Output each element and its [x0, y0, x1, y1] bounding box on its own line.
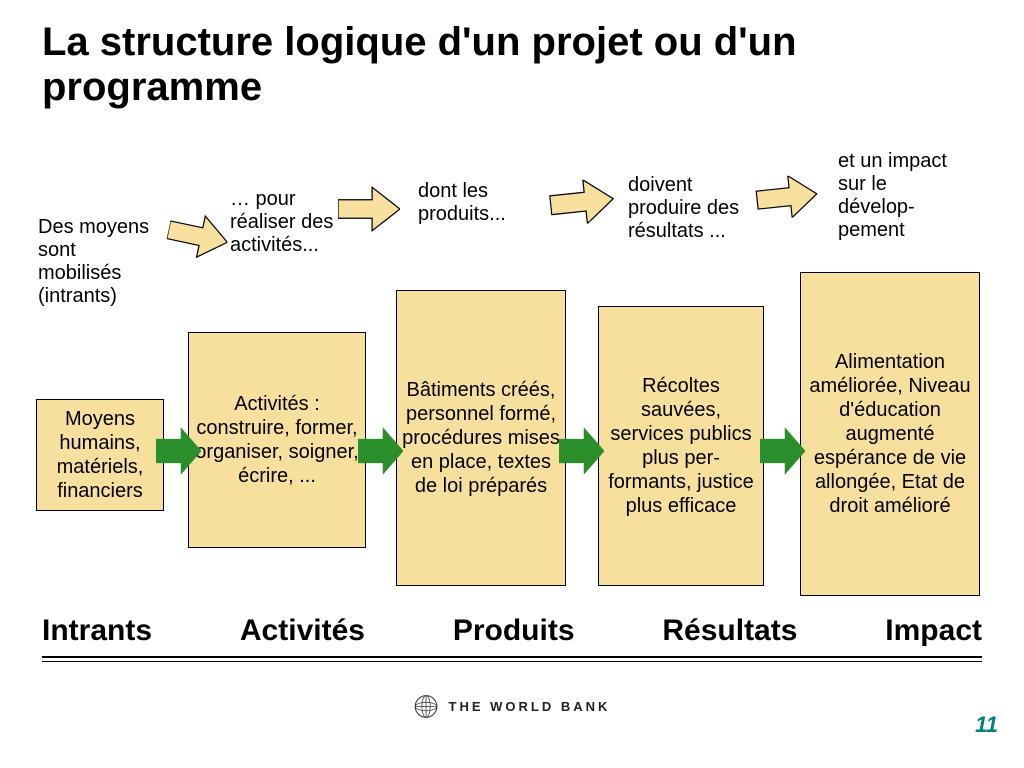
label-resultats: Résultats	[662, 614, 797, 648]
annotation-activites: … pour réaliser des activités...	[230, 188, 340, 257]
green-arrow-icon	[156, 426, 201, 476]
label-intrants: Intrants	[42, 614, 152, 648]
green-arrow-icon	[358, 426, 403, 476]
yellow-arrow-icon	[754, 173, 820, 221]
box-activites: Activités : construire, former, organise…	[188, 332, 366, 548]
box-produits: Bâtiments créés, personnel formé, procéd…	[396, 290, 566, 586]
footer-brand-text: THE WORLD BANK	[449, 699, 611, 714]
label-produits: Produits	[453, 614, 575, 648]
yellow-arrow-icon	[163, 202, 233, 269]
category-labels: Intrants Activités Produits Résultats Im…	[42, 614, 982, 648]
label-impact: Impact	[885, 614, 982, 648]
annotation-intrants: Des moyens sont mobilisés (intrants)	[38, 216, 158, 308]
footer-brand: THE WORLD BANK	[414, 694, 611, 719]
labels-underline	[42, 656, 982, 662]
yellow-arrow-icon	[548, 177, 616, 227]
yellow-arrow-icon	[338, 186, 400, 232]
box-impact: Alimentation améliorée, Niveau d'éducati…	[800, 272, 980, 596]
green-arrow-icon	[760, 426, 805, 476]
label-activites: Activités	[240, 614, 365, 648]
box-resultats: Récoltes sauvées, services publics plus …	[598, 306, 764, 586]
annotation-resultats: doivent produire des résultats ...	[628, 174, 748, 243]
annotation-impact: et un impact sur le dévelop-pement	[838, 150, 968, 242]
world-bank-globe-icon	[414, 694, 439, 719]
annotation-produits: dont les produits...	[418, 180, 528, 226]
slide-title: La structure logique d'un projet ou d'un…	[42, 20, 942, 110]
green-arrow-icon	[559, 426, 604, 476]
box-intrants: Moyens humains, matériels, financiers	[36, 399, 164, 511]
page-number: 11	[975, 712, 998, 738]
